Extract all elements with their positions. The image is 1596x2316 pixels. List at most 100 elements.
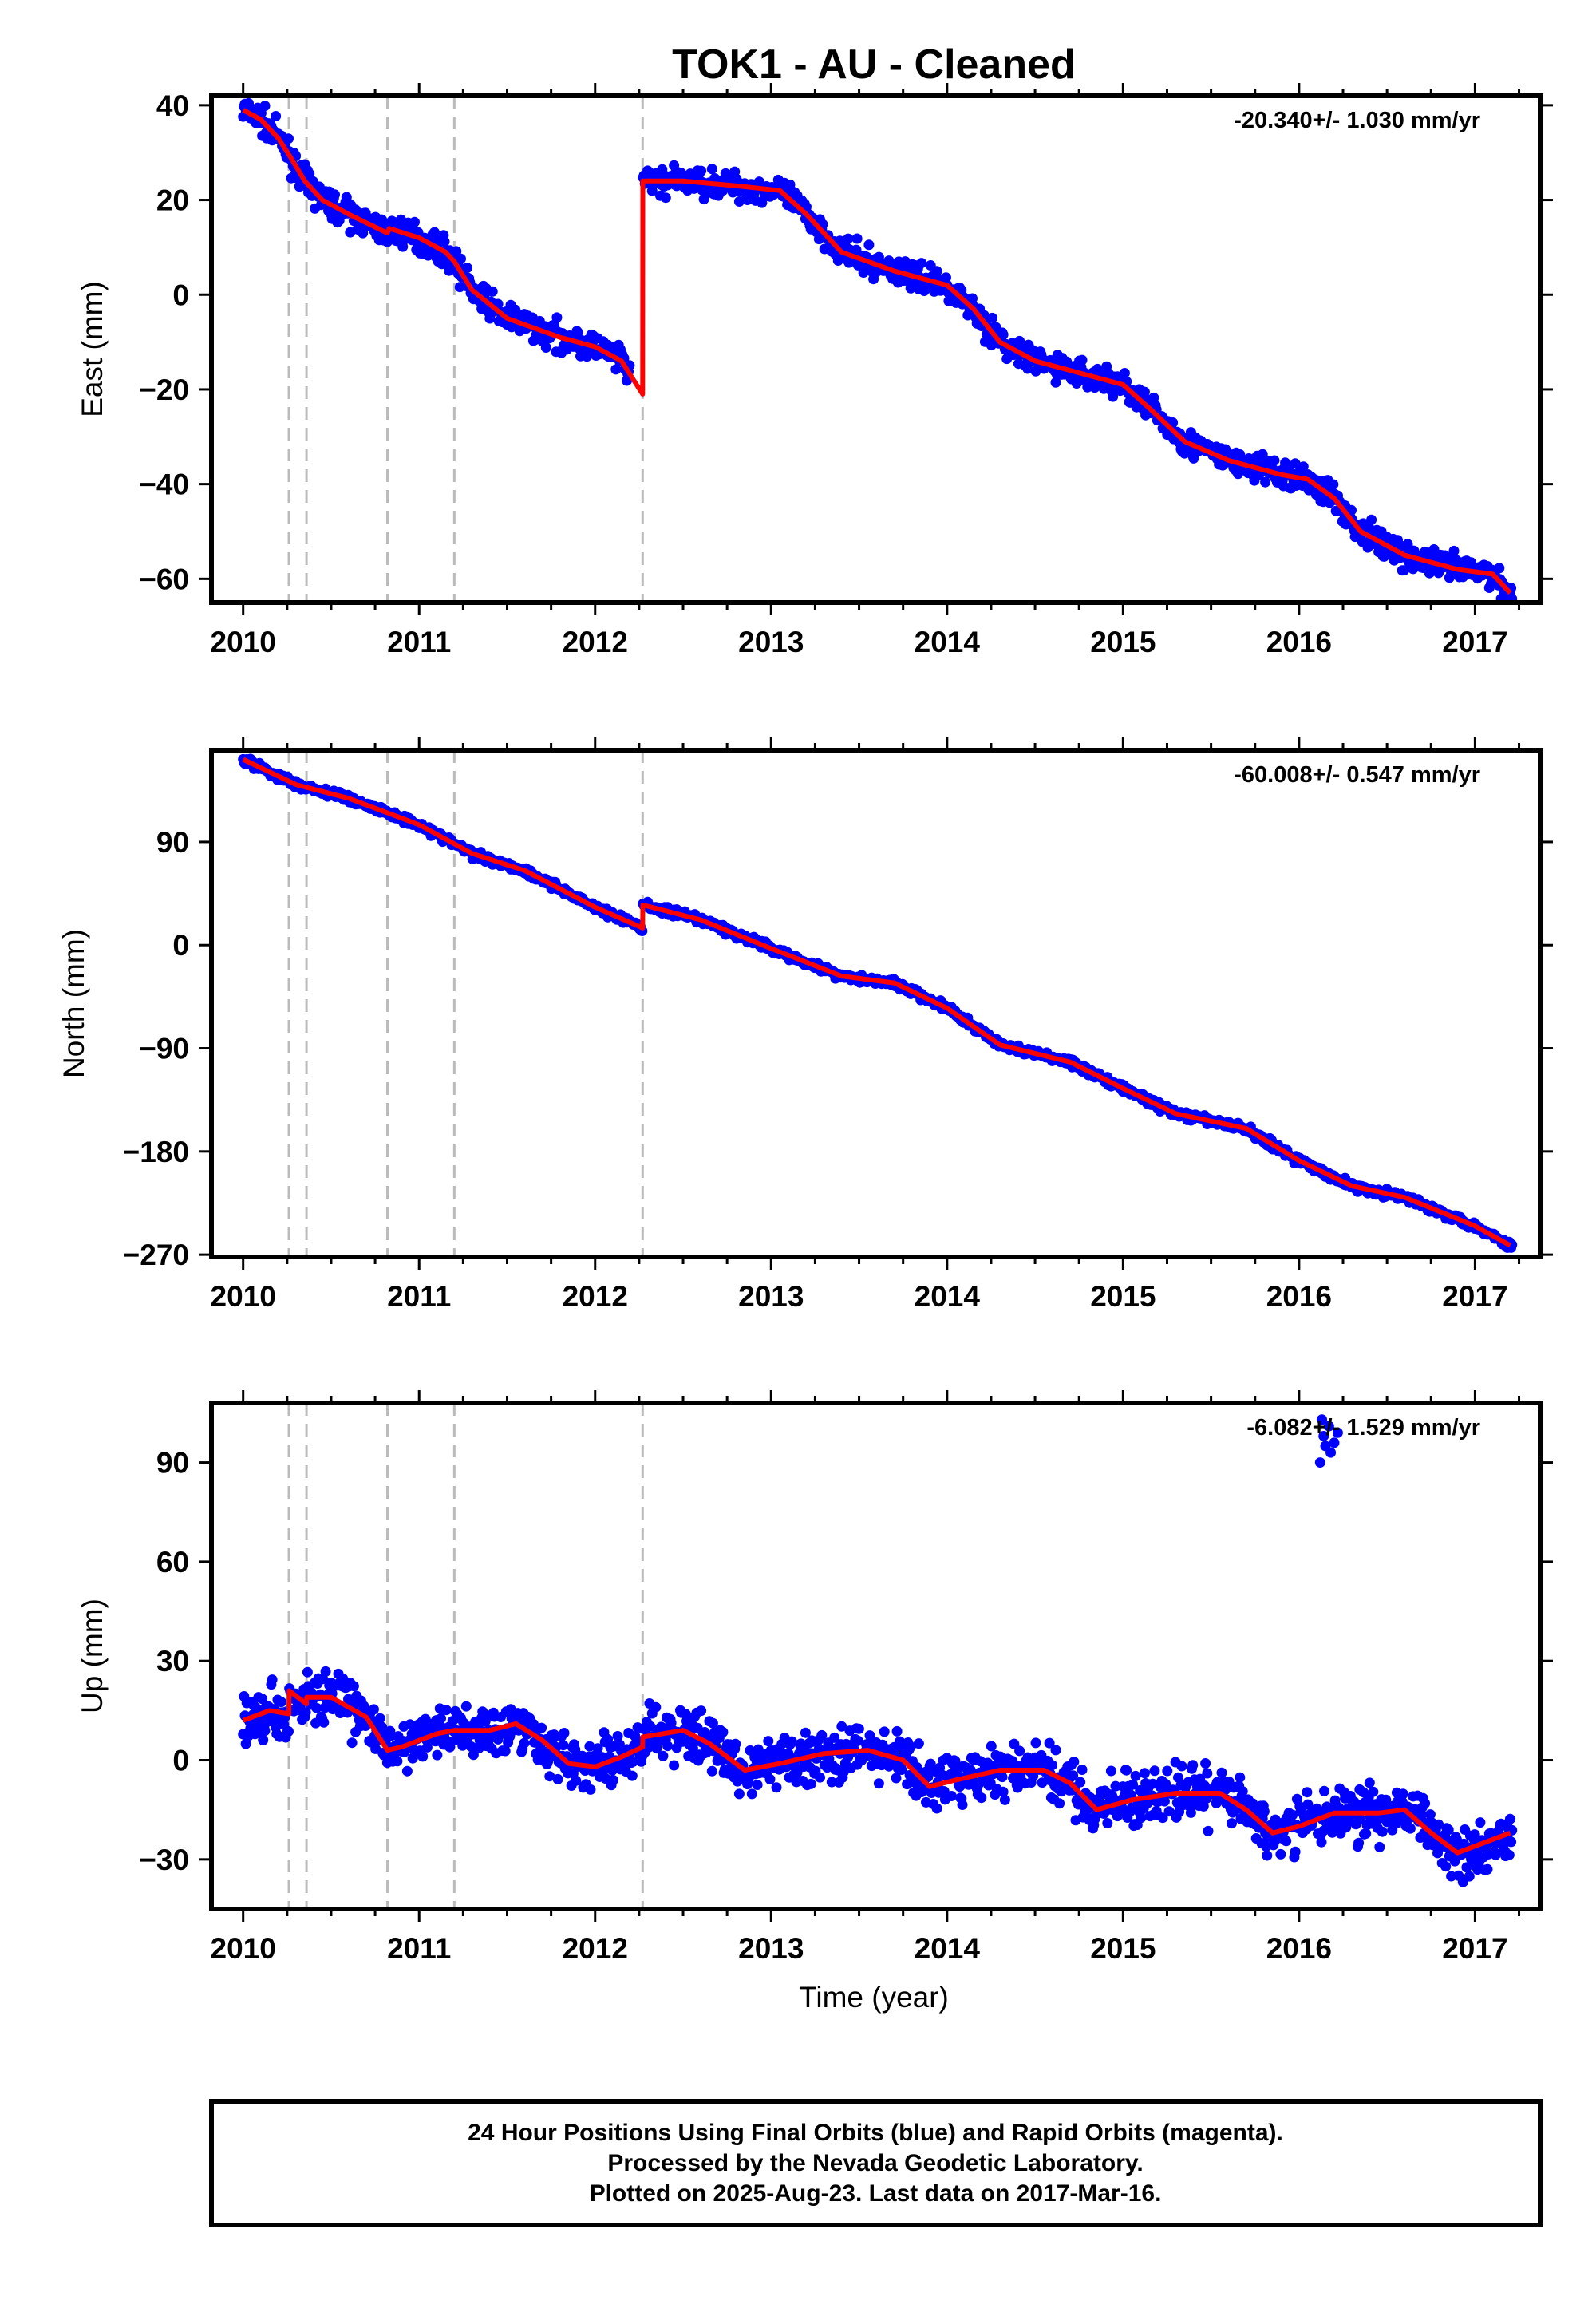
east-point	[916, 258, 927, 269]
up-point	[1227, 1818, 1237, 1829]
north-y-tick-label: −90	[139, 1033, 189, 1065]
north-y-tick-label: −270	[123, 1239, 189, 1271]
up-point	[1028, 1771, 1039, 1782]
east-point	[358, 227, 369, 239]
up-point	[1424, 1809, 1436, 1820]
up-outlier-point	[1320, 1441, 1331, 1452]
up-point	[1220, 1784, 1231, 1795]
up-rate-label: -6.082+/- 1.529 mm/yr	[1246, 1415, 1480, 1441]
up-point	[602, 1733, 614, 1745]
up-point	[931, 1803, 942, 1814]
up-point	[1475, 1817, 1486, 1828]
up-point	[805, 1778, 816, 1789]
up-point	[1327, 1827, 1338, 1838]
east-point	[1050, 377, 1061, 388]
up-x-tick-label: 2016	[1266, 1932, 1332, 1965]
up-point	[1176, 1761, 1187, 1772]
up-point	[1069, 1757, 1080, 1767]
east-point	[1077, 354, 1088, 366]
up-point	[746, 1788, 757, 1800]
north-x-tick-label: 2013	[738, 1280, 804, 1313]
up-point	[1009, 1738, 1020, 1749]
up-point	[612, 1731, 623, 1741]
up-point	[311, 1702, 322, 1713]
up-point	[1316, 1836, 1327, 1848]
up-point	[584, 1741, 595, 1752]
east-point	[931, 266, 942, 277]
up-point	[1377, 1826, 1388, 1837]
up-point	[500, 1745, 511, 1757]
east-point	[540, 342, 551, 353]
east-x-tick-label: 2010	[211, 626, 276, 658]
up-point	[786, 1736, 797, 1747]
up-point	[965, 1765, 976, 1776]
up-point	[986, 1741, 997, 1752]
up-point	[417, 1751, 429, 1762]
up-x-tick-label: 2011	[387, 1932, 451, 1965]
up-point	[368, 1704, 379, 1715]
east-x-tick-label: 2012	[563, 626, 628, 658]
up-point	[1258, 1806, 1270, 1817]
up-point	[318, 1717, 330, 1728]
east-x-tick-label: 2017	[1442, 626, 1507, 658]
north-point	[1507, 1239, 1518, 1251]
up-point	[1420, 1798, 1431, 1809]
up-point	[957, 1800, 968, 1810]
up-point	[1237, 1786, 1248, 1797]
east-y-axis-label: East (mm)	[76, 281, 109, 417]
east-point	[381, 236, 393, 247]
up-x-tick-label: 2010	[211, 1932, 276, 1965]
up-point	[1353, 1837, 1365, 1848]
up-point	[816, 1729, 828, 1741]
east-y-tick-label: 0	[172, 279, 189, 311]
up-point	[432, 1749, 443, 1761]
east-point	[451, 246, 462, 257]
up-point	[1364, 1777, 1375, 1788]
up-point	[1290, 1846, 1301, 1857]
up-point	[1397, 1788, 1408, 1800]
up-x-tick-label: 2015	[1090, 1932, 1156, 1965]
up-point	[998, 1786, 1009, 1797]
up-point	[1374, 1841, 1385, 1852]
east-x-tick-label: 2013	[738, 626, 804, 658]
up-point	[1472, 1864, 1483, 1875]
up-point	[1068, 1770, 1079, 1781]
up-point	[1185, 1807, 1196, 1818]
east-point	[259, 101, 271, 112]
east-point	[551, 312, 563, 323]
east-y-tick-label: −20	[139, 373, 189, 406]
up-point	[826, 1777, 837, 1788]
up-point	[752, 1780, 763, 1790]
up-point	[1262, 1850, 1273, 1861]
up-panel: 2010 2011 2012 2013 2014 2015 2016 2017 −30 0 30 60…	[76, 1390, 1553, 1965]
up-point	[815, 1772, 825, 1783]
east-point	[439, 236, 450, 247]
up-point	[836, 1721, 847, 1732]
up-point	[891, 1725, 903, 1737]
up-point	[267, 1674, 278, 1686]
up-point	[1149, 1765, 1160, 1777]
east-point	[987, 312, 998, 323]
east-point	[660, 192, 671, 204]
east-y-tick-label: 40	[156, 89, 189, 122]
up-point	[1287, 1809, 1298, 1820]
up-point	[1440, 1861, 1452, 1872]
up-point	[519, 1737, 530, 1749]
east-model-line	[242, 108, 1512, 595]
up-point	[1368, 1786, 1379, 1797]
up-point	[607, 1775, 618, 1785]
up-point	[1235, 1772, 1246, 1783]
east-point	[1071, 378, 1082, 389]
east-point	[863, 239, 875, 251]
up-point	[552, 1773, 563, 1784]
up-point	[1443, 1824, 1454, 1836]
up-point	[946, 1791, 957, 1801]
east-point	[1399, 565, 1409, 576]
east-point	[271, 111, 282, 121]
footer-line-1: 24 Hour Positions Using Final Orbits (bl…	[468, 2120, 1283, 2146]
up-point	[1014, 1745, 1025, 1757]
east-data-points	[238, 97, 1518, 603]
north-panel: 2010 2011 2012 2013 2014 2015 2016 2017 −270 −180…	[57, 737, 1553, 1313]
east-point	[998, 329, 1009, 340]
north-x-tick-label: 2011	[387, 1280, 451, 1313]
